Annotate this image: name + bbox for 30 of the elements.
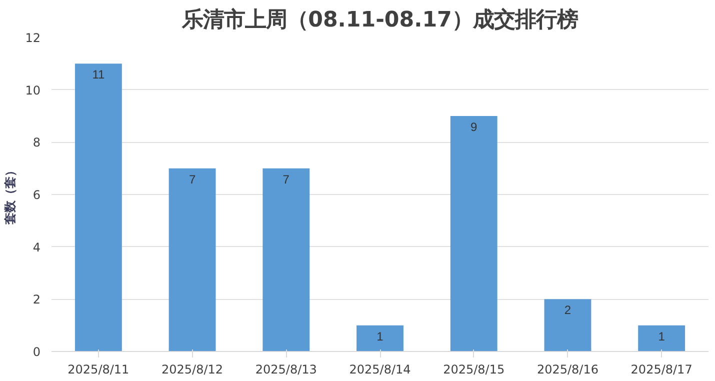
bar [168, 168, 216, 352]
y-tick-label: 2 [32, 292, 41, 307]
data-label: 7 [282, 172, 290, 186]
y-tick-label: 12 [25, 31, 41, 45]
x-tick-label: 2025/8/16 [536, 362, 598, 376]
data-label: 7 [188, 172, 196, 186]
bar [638, 325, 686, 352]
x-tick-label: 2025/8/13 [255, 362, 317, 376]
bar [262, 168, 310, 352]
x-tick-label: 2025/8/12 [162, 362, 224, 376]
x-tick-label: 2025/8/15 [443, 362, 505, 376]
y-tick-label: 4 [32, 240, 41, 254]
bar [544, 299, 592, 352]
y-tick-label: 10 [25, 83, 41, 98]
y-tick-label: 8 [32, 136, 41, 150]
bar [356, 325, 404, 352]
x-tick-label: 2025/8/11 [68, 362, 130, 376]
x-tick-label: 2025/8/17 [630, 362, 692, 376]
y-tick-label: 0 [32, 345, 41, 359]
bar [74, 64, 122, 352]
data-label: 1 [658, 329, 666, 344]
bar [450, 116, 498, 352]
x-tick-label: 2025/8/14 [349, 362, 411, 376]
y-axis-title: 套数（套） [3, 164, 18, 226]
data-label: 11 [92, 68, 105, 82]
chart-title: 乐清市上周（08.11-08.17）成交排行榜 [181, 8, 578, 32]
data-label: 9 [470, 120, 478, 134]
data-label: 1 [376, 329, 384, 344]
y-tick-label: 6 [32, 188, 41, 202]
data-label: 2 [564, 303, 572, 318]
